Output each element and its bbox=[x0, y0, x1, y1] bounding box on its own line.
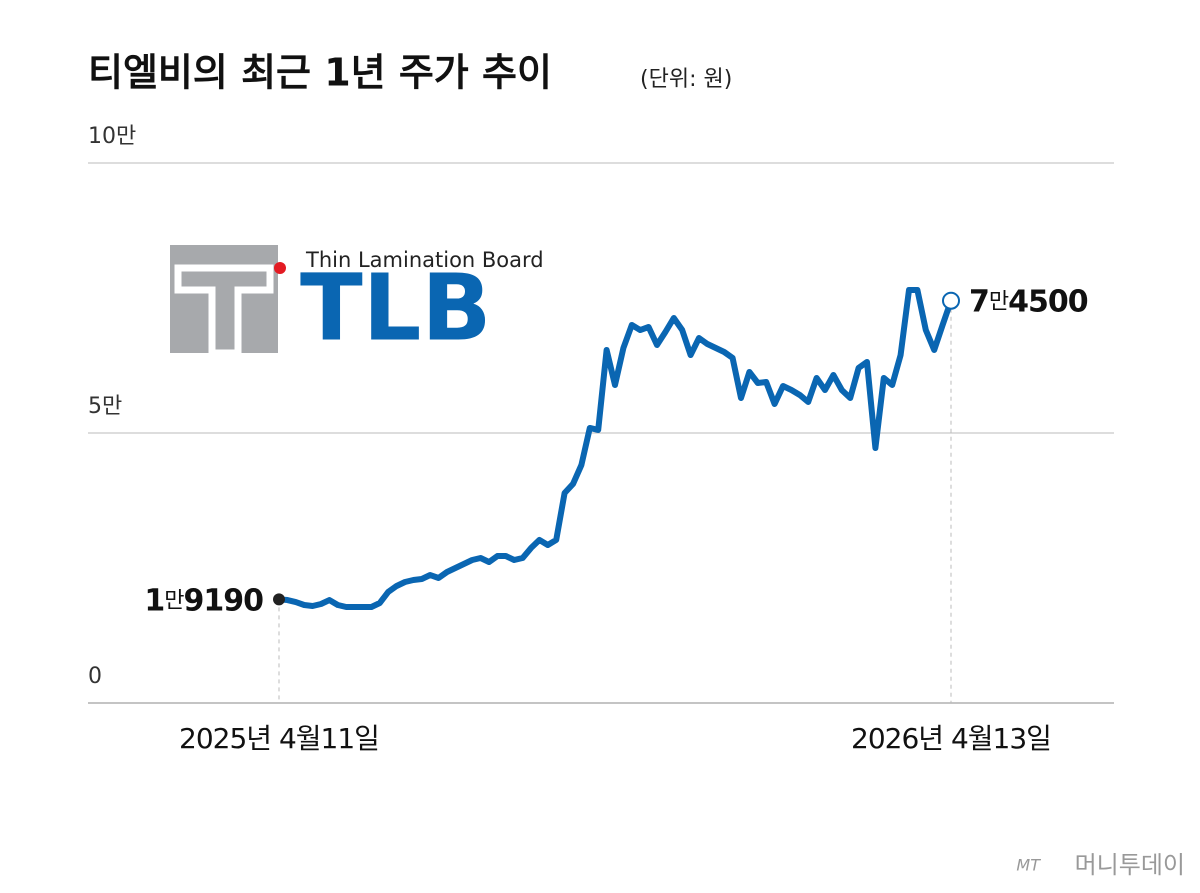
y-tick-label: 5만 bbox=[88, 394, 122, 419]
logo-dot bbox=[274, 262, 286, 274]
y-tick-label: 10만 bbox=[88, 124, 136, 149]
x-tick-label: 2025년 4월11일 bbox=[179, 722, 379, 755]
chart-subtitle: (단위: 원) bbox=[640, 67, 732, 92]
logo-icon bbox=[170, 245, 278, 353]
logo-tagline: Thin Lamination Board bbox=[305, 248, 544, 272]
data-label: 1만9190 bbox=[144, 583, 263, 618]
logo-name: TLB bbox=[300, 254, 492, 361]
data-label: 7만4500 bbox=[969, 284, 1088, 319]
y-tick-label: 0 bbox=[88, 664, 102, 689]
logo: Thin Lamination Board TLB bbox=[170, 245, 544, 361]
start-point bbox=[273, 593, 285, 606]
source-name: 머니투데이 bbox=[1075, 851, 1185, 879]
chart-title: 티엘비의 최근 1년 주가 추이 bbox=[88, 51, 552, 95]
source-mark: MT bbox=[1016, 856, 1041, 875]
logo-t bbox=[174, 264, 274, 357]
x-tick-label: 2026년 4월13일 bbox=[851, 722, 1051, 755]
line bbox=[278, 287, 954, 610]
end-point bbox=[942, 291, 960, 310]
